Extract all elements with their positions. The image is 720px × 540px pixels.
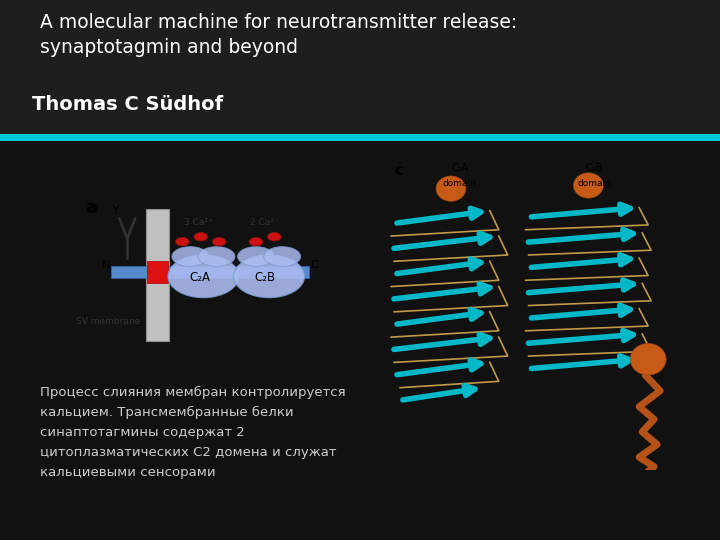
Text: domain: domain [577,179,611,188]
Circle shape [194,233,207,241]
Ellipse shape [264,247,301,266]
Text: A molecular machine for neurotransmitter release:
synaptotagmin and beyond: A molecular machine for neurotransmitter… [40,14,517,57]
Ellipse shape [198,247,235,266]
Ellipse shape [168,255,239,298]
Bar [112,266,308,278]
Ellipse shape [238,247,274,266]
Bar [0,0,720,138]
Text: c: c [394,164,403,178]
Ellipse shape [573,173,603,198]
Text: C₂B: C₂B [255,271,276,284]
Text: Thomas C Südhof: Thomas C Südhof [32,94,223,113]
Circle shape [212,238,226,246]
Ellipse shape [172,247,209,266]
Text: N: N [102,260,110,270]
Ellipse shape [436,176,466,201]
Text: domain: domain [443,179,477,188]
Circle shape [268,233,282,241]
Bar [147,261,168,283]
Bar [145,209,169,341]
Text: C₂B: C₂B [585,164,603,173]
Ellipse shape [233,255,305,298]
Text: Процесс слияния мембран контролируется
кальцием. Трансмембранные белки
синаптота: Процесс слияния мембран контролируется к… [40,386,345,480]
Text: SV membrane: SV membrane [76,317,140,326]
Bar [0,134,720,141]
Text: C: C [310,260,318,270]
Text: 2 Ca²⁻: 2 Ca²⁻ [250,218,278,227]
Text: C₂A: C₂A [189,271,210,284]
Ellipse shape [630,343,666,375]
Circle shape [249,238,263,246]
Text: Y: Y [112,204,120,217]
Text: a: a [85,199,97,217]
Text: 3 Ca²⁺: 3 Ca²⁺ [184,218,212,227]
Text: C₂A: C₂A [451,164,469,173]
Circle shape [176,238,189,246]
